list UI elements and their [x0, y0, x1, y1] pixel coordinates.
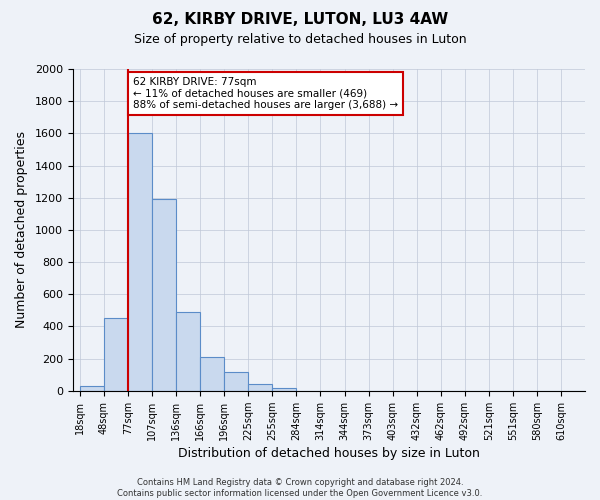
Bar [152, 200, 176, 391]
Text: Size of property relative to detached houses in Luton: Size of property relative to detached ho… [134, 32, 466, 46]
Text: 62, KIRBY DRIVE, LUTON, LU3 4AW: 62, KIRBY DRIVE, LUTON, LU3 4AW [152, 12, 448, 28]
Bar [272, 388, 296, 391]
Bar [248, 384, 272, 391]
Text: Contains HM Land Registry data © Crown copyright and database right 2024.
Contai: Contains HM Land Registry data © Crown c… [118, 478, 482, 498]
Y-axis label: Number of detached properties: Number of detached properties [15, 132, 28, 328]
Bar [176, 312, 200, 391]
Bar [200, 357, 224, 391]
X-axis label: Distribution of detached houses by size in Luton: Distribution of detached houses by size … [178, 447, 480, 460]
Bar [80, 386, 104, 391]
Bar [128, 134, 152, 391]
Bar [104, 318, 128, 391]
Text: 62 KIRBY DRIVE: 77sqm
← 11% of detached houses are smaller (469)
88% of semi-det: 62 KIRBY DRIVE: 77sqm ← 11% of detached … [133, 77, 398, 110]
Bar [224, 372, 248, 391]
